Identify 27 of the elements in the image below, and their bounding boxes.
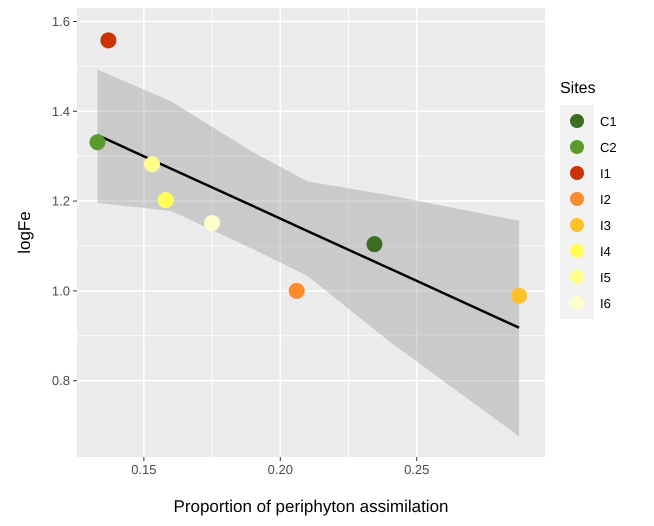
legend-label: I3 xyxy=(600,218,611,233)
y-tick-label: 1.2 xyxy=(52,194,70,209)
y-axis-title: logFe xyxy=(15,211,34,254)
legend-label: C1 xyxy=(600,114,617,129)
legend-label: I2 xyxy=(600,192,611,207)
point xyxy=(288,282,305,299)
point xyxy=(100,32,116,48)
legend-label: C2 xyxy=(600,140,617,155)
legend-label: I4 xyxy=(600,244,611,259)
point xyxy=(158,192,174,208)
legend-label: I1 xyxy=(600,166,611,181)
x-axis-title: Proportion of periphyton assimilation xyxy=(174,497,448,516)
y-tick-label: 1.0 xyxy=(52,283,70,298)
x-tick-label: 0.20 xyxy=(268,462,293,477)
y-tick-label: 0.8 xyxy=(52,373,70,388)
legend-title: Sites xyxy=(560,80,596,97)
legend-label: I5 xyxy=(600,270,611,285)
x-tick-label: 0.25 xyxy=(404,462,430,477)
y-tick-label: 1.4 xyxy=(52,104,70,119)
point xyxy=(204,215,220,232)
legend-label: I6 xyxy=(600,296,611,311)
point xyxy=(89,134,106,150)
x-tick-label: 0.15 xyxy=(131,462,157,477)
y-tick-label: 1.6 xyxy=(52,14,70,29)
point xyxy=(144,156,160,172)
point xyxy=(366,236,382,252)
point xyxy=(511,288,528,304)
